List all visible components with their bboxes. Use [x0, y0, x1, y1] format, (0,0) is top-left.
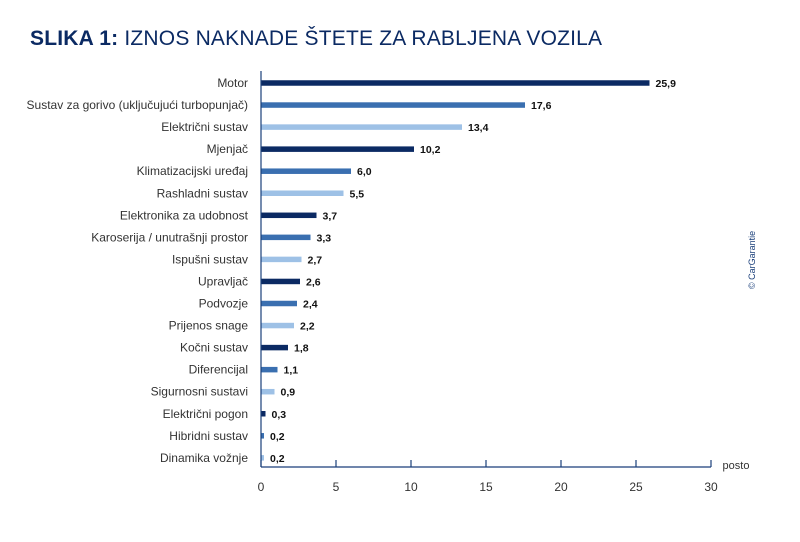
category-label-podvozje: Podvozje: [199, 297, 249, 311]
category-label-ispusni-sustav: Ispušni sustav: [172, 252, 248, 266]
category-label-diferencijal: Diferencijal: [189, 363, 248, 377]
value-labels-group: 25,9 17,6 13,4 10,2 6,0 5,5 3,7 3,3 2,7 2,6 2,4 2,2…: [270, 78, 676, 465]
value-label-podvozje: 2,4: [303, 299, 318, 311]
category-label-elektronika-za-udobnost: Elektronika za udobnost: [120, 208, 249, 222]
bar-sustav-za-gorivo-ukljucujuci-turbopunjac: [261, 102, 525, 108]
bar-karoserija-unutrasnji-prostor: [261, 234, 311, 241]
x-tick-label-10: 10: [404, 480, 418, 494]
category-label-hibridni-sustav: Hibridni sustav: [169, 429, 248, 443]
bar-mjenjac: [261, 146, 414, 152]
value-label-elektricni-sustav: 13,4: [468, 122, 489, 134]
value-label-sigurnosni-sustavi: 0,9: [281, 387, 296, 399]
value-label-rashladni-sustav: 5,5: [350, 188, 365, 200]
value-label-mjenjac: 10,2: [420, 144, 441, 156]
chart-title-prefix: SLIKA 1:: [30, 27, 119, 50]
bar-podvozje: [261, 300, 297, 307]
bar-elektricni-pogon: [261, 411, 266, 417]
bars-group: [261, 80, 650, 461]
value-label-elektricni-pogon: 0,3: [272, 409, 287, 421]
x-tick-label-30: 30: [704, 480, 718, 494]
value-label-diferencijal: 1,1: [284, 365, 299, 377]
bar-hibridni-sustav: [261, 433, 264, 439]
value-label-elektronika-za-udobnost: 3,7: [323, 210, 338, 222]
category-label-kocni-sustav: Kočni sustav: [180, 341, 248, 355]
category-labels-group: Motor Sustav za gorivo (uključujući turbo…: [27, 76, 249, 465]
category-label-sigurnosni-sustavi: Sigurnosni sustavi: [151, 385, 248, 399]
category-label-klimatizacijski-ure-aj: Klimatizacijski uređaj: [137, 164, 248, 178]
bar-elektronika-za-udobnost: [261, 212, 317, 219]
bar-motor: [261, 80, 650, 86]
value-label-klimatizacijski-ure-aj: 6,0: [357, 166, 372, 178]
value-label-upravljac: 2,6: [306, 276, 321, 288]
value-label-dinamika-voznje: 0,2: [270, 453, 285, 465]
value-label-motor: 25,9: [656, 78, 677, 90]
bar-elektricni-sustav: [261, 124, 462, 130]
category-label-elektricni-pogon: Električni pogon: [163, 407, 248, 421]
category-label-elektricni-sustav: Električni sustav: [161, 120, 248, 134]
bar-diferencijal: [261, 366, 278, 373]
value-label-hibridni-sustav: 0,2: [270, 431, 285, 443]
bar-rashladni-sustav: [261, 190, 344, 196]
x-tick-label-0: 0: [258, 480, 265, 494]
axes-group: 0 5 10 15 20 25 30: [258, 71, 718, 494]
copyright-credit: © CarGarantie: [747, 231, 757, 289]
bar-upravljac: [261, 278, 300, 285]
value-label-ispusni-sustav: 2,7: [308, 254, 323, 266]
category-label-dinamika-voznje: Dinamika vožnje: [160, 451, 248, 465]
bar-klimatizacijski-ure-aj: [261, 168, 351, 174]
value-label-prijenos-snage: 2,2: [300, 321, 315, 333]
category-label-prijenos-snage: Prijenos snage: [169, 319, 249, 333]
x-tick-label-15: 15: [479, 480, 493, 494]
bar-prijenos-snage: [261, 322, 294, 329]
category-label-rashladni-sustav: Rashladni sustav: [157, 186, 248, 200]
category-label-sustav-za-gorivo-ukljucujuci-turbopunjac: Sustav za gorivo (uključujući turbopunja…: [27, 98, 248, 112]
value-label-sustav-za-gorivo-ukljucujuci-turbopunjac: 17,6: [531, 100, 552, 112]
bar-ispusni-sustav: [261, 256, 302, 263]
value-label-karoserija-unutrasnji-prostor: 3,3: [317, 232, 332, 244]
x-tick-label-5: 5: [333, 480, 340, 494]
bar-sigurnosni-sustavi: [261, 388, 275, 395]
bar-dinamika-voznje: [261, 455, 264, 461]
category-label-upravljac: Upravljač: [198, 274, 248, 288]
x-tick-label-20: 20: [554, 480, 568, 494]
chart-title-text: IZNOS NAKNADE ŠTETE ZA RABLJENA VOZILA: [118, 27, 603, 50]
bar-kocni-sustav: [261, 344, 288, 351]
category-label-karoserija-unutrasnji-prostor: Karoserija / unutrašnji prostor: [91, 230, 248, 244]
category-label-motor: Motor: [217, 76, 248, 90]
x-axis-unit-label: posto: [723, 460, 750, 472]
x-tick-label-25: 25: [629, 480, 643, 494]
chart-title: SLIKA 1: IZNOS NAKNADE ŠTETE ZA RABLJENA…: [30, 27, 602, 51]
value-label-kocni-sustav: 1,8: [294, 343, 309, 355]
category-label-mjenjac: Mjenjač: [207, 142, 248, 156]
